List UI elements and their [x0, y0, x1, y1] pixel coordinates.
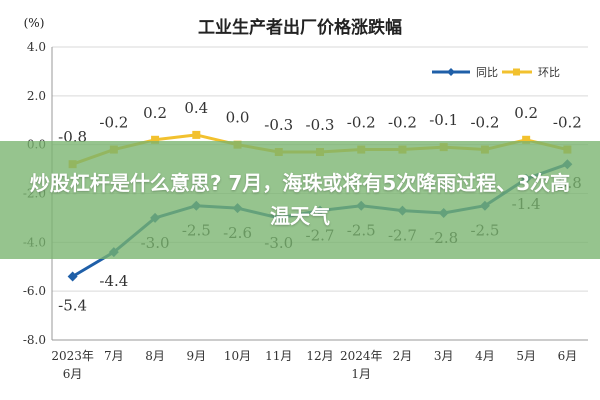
x-tick-label: 9月 [186, 349, 206, 363]
legend-marker-mom [513, 68, 520, 76]
x-tick-label: 6月 [63, 367, 83, 381]
legend-item-mom: 环比 [502, 66, 560, 79]
data-label: -0.3 [306, 116, 335, 134]
data-point [192, 130, 201, 139]
legend-marker-yoy [447, 68, 455, 76]
x-tick-label: 2月 [393, 349, 413, 363]
legend-label-yoy: 同比 [476, 66, 498, 79]
data-label: -4.4 [99, 272, 128, 290]
data-label: -0.2 [388, 114, 417, 132]
data-label: -0.2 [470, 114, 499, 132]
data-label: -0.3 [264, 116, 293, 134]
data-label: -0.1 [429, 111, 458, 129]
headline-text[interactable]: 炒股杠杆是什么意思? 7月，海珠或将有5次降雨过程、3次高温天气 [29, 171, 571, 228]
legend: 同比 环比 [432, 66, 560, 79]
data-label: -0.2 [99, 114, 128, 132]
data-label: -0.2 [553, 114, 582, 132]
x-axis-ticks: 2023年 6月 7月 8月 9月 10月 11月 12月 2024年 1月 2月 3月 4月 5月 6月 [51, 349, 577, 381]
data-point [67, 271, 78, 282]
x-tick-label: 12月 [306, 349, 333, 363]
y-tick-label: -8.0 [23, 333, 46, 347]
x-tick-label: 8月 [145, 349, 165, 363]
headline-banner[interactable]: 炒股杠杆是什么意思? 7月，海珠或将有5次降雨过程、3次高温天气 [0, 141, 600, 259]
data-label: -5.4 [58, 297, 87, 315]
x-tick-label: 7月 [104, 349, 124, 363]
y-tick-label: 4.0 [27, 40, 46, 54]
data-label: 0.4 [184, 99, 208, 117]
y-axis-unit: (%) [24, 16, 45, 30]
x-tick-label: 4月 [475, 349, 495, 363]
data-point [522, 135, 531, 144]
data-label: -0.2 [347, 114, 376, 132]
x-tick-label: 2024年 [340, 349, 383, 363]
x-tick-label: 11月 [265, 349, 292, 363]
x-tick-label: 10月 [224, 349, 251, 363]
data-label: 0.2 [514, 104, 538, 122]
data-label: 0.2 [143, 104, 167, 122]
y-tick-label: 2.0 [27, 89, 46, 103]
data-point [151, 135, 160, 144]
x-tick-label: 6月 [558, 349, 578, 363]
x-tick-label: 5月 [516, 349, 536, 363]
legend-item-yoy: 同比 [432, 66, 498, 79]
data-label: 0.0 [226, 109, 250, 127]
legend-label-mom: 环比 [538, 66, 560, 79]
x-tick-label: 2023年 [51, 349, 94, 363]
y-tick-label: -6.0 [23, 284, 46, 298]
x-tick-label: 1月 [351, 367, 371, 381]
chart-title: 工业生产者出厂价格涨跌幅 [198, 17, 402, 38]
x-tick-label: 3月 [434, 349, 454, 363]
